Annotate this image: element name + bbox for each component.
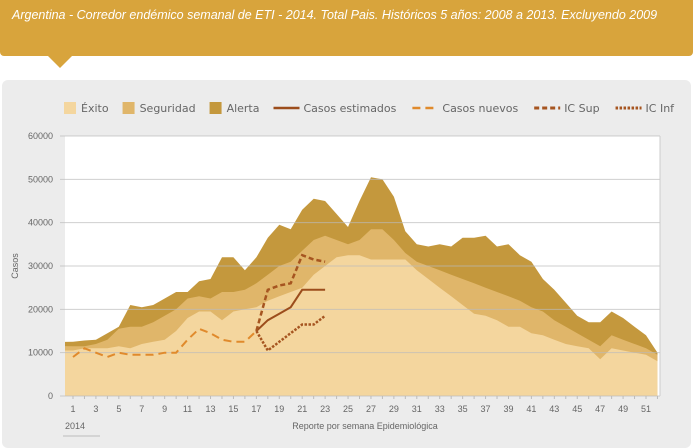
x-tick-label: 23 (320, 404, 330, 414)
legend-label: Casos estimados (304, 102, 397, 115)
y-axis-label: Casos (10, 253, 20, 279)
x-tick-label: 9 (162, 404, 167, 414)
x-tick-label: 47 (595, 404, 605, 414)
y-tick-label: 20000 (28, 304, 53, 314)
area-xito (65, 255, 658, 396)
line-ic-inf (255, 314, 326, 353)
x-tick-label: 39 (503, 404, 513, 414)
y-tick-label: 40000 (28, 218, 53, 228)
x-tick-label: 15 (228, 404, 238, 414)
legend-label: Alerta (227, 102, 260, 115)
x-tick-label: 7 (139, 404, 144, 414)
x-sublabel: 2014 (65, 421, 85, 431)
banner-pointer (48, 56, 72, 68)
x-tick-label: 31 (412, 404, 422, 414)
x-tick-label: 51 (641, 404, 651, 414)
legend-label: Casos nuevos (442, 102, 518, 115)
line-ic-sup (255, 253, 326, 332)
y-tick-label: 30000 (28, 261, 53, 271)
x-tick-label: 19 (274, 404, 284, 414)
x-tick-label: 37 (481, 404, 491, 414)
x-tick-label: 25 (343, 404, 353, 414)
x-tick-label: 41 (526, 404, 536, 414)
x-tick-label: 33 (435, 404, 445, 414)
legend-swatch (122, 102, 135, 114)
x-tick-label: 1 (70, 404, 75, 414)
x-tick-label: 35 (458, 404, 468, 414)
legend-swatch (64, 102, 76, 114)
y-tick-label: 10000 (28, 348, 53, 358)
x-tick-label: 11 (183, 404, 192, 414)
x-tick-label: 27 (366, 404, 376, 414)
legend-label: Éxito (81, 102, 109, 115)
x-tick-label: 5 (116, 404, 121, 414)
y-tick-label: 50000 (28, 174, 53, 184)
y-tick-label: 60000 (28, 131, 53, 141)
title-banner: Argentina - Corredor endémico semanal de… (0, 0, 693, 56)
legend-label: IC Sup (564, 102, 599, 115)
y-tick-label: 0 (48, 391, 53, 401)
line-casos-estimados (255, 288, 326, 332)
x-axis-label: Reporte por semana Epidemiológica (292, 421, 438, 431)
x-tick-label: 45 (572, 404, 582, 414)
x-tick-label: 13 (206, 404, 216, 414)
legend-label: IC Inf (646, 102, 676, 115)
x-tick-label: 17 (251, 404, 261, 414)
x-tick-label: 21 (297, 404, 307, 414)
x-tick-label: 49 (618, 404, 628, 414)
chart-title: Argentina - Corredor endémico semanal de… (12, 8, 658, 22)
legend-swatch (209, 102, 222, 114)
x-tick-label: 3 (93, 404, 98, 414)
line-casos-nuevos (72, 327, 258, 359)
x-tick-label: 43 (549, 404, 559, 414)
x-tick-label: 29 (389, 404, 399, 414)
legend-label: Seguridad (140, 102, 196, 115)
